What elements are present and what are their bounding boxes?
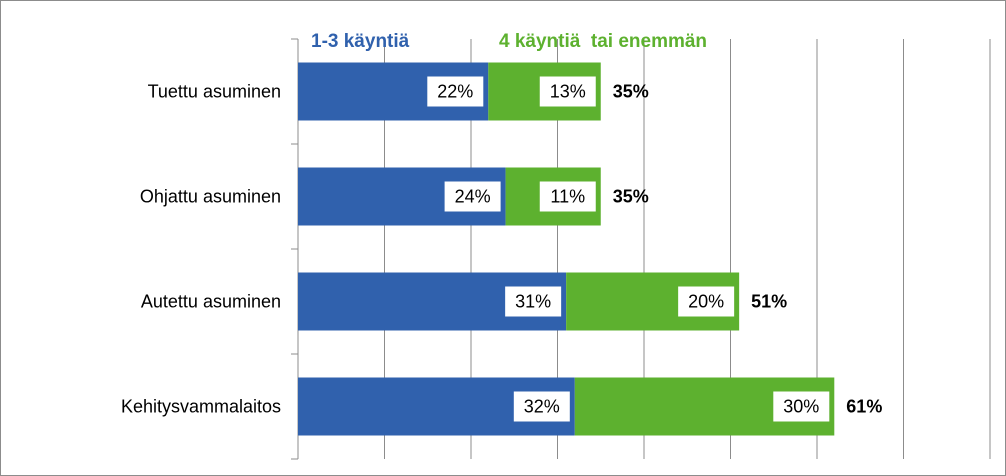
data-label: 13% xyxy=(550,82,586,102)
total-label: 35% xyxy=(613,187,649,207)
data-label-box xyxy=(539,181,596,212)
data-label: 20% xyxy=(688,292,724,312)
total-label: 35% xyxy=(613,82,649,102)
data-label-box xyxy=(444,181,501,212)
total-label: 51% xyxy=(751,292,787,312)
legend-label-2: 4 käyntiä tai enemmän xyxy=(499,31,707,52)
data-label: 22% xyxy=(437,82,473,102)
category-label: Ohjattu asuminen xyxy=(140,187,281,207)
data-label-box xyxy=(539,76,596,107)
total-label: 61% xyxy=(846,397,882,417)
category-label: Autettu asuminen xyxy=(141,292,281,312)
data-label: 32% xyxy=(524,397,560,417)
data-label-box xyxy=(678,286,735,317)
legend-label-1: 1-3 käyntiä xyxy=(311,31,410,52)
data-label: 11% xyxy=(550,187,585,207)
category-label: Kehitysvammalaitos xyxy=(121,397,281,417)
data-label-box xyxy=(513,391,570,422)
category-label: Tuettu asuminen xyxy=(148,82,281,102)
data-label: 30% xyxy=(783,397,819,417)
data-label: 31% xyxy=(515,292,551,312)
data-label-box xyxy=(505,286,562,317)
data-label-box xyxy=(773,391,830,422)
data-label-box xyxy=(427,76,484,107)
data-label: 24% xyxy=(455,187,491,207)
